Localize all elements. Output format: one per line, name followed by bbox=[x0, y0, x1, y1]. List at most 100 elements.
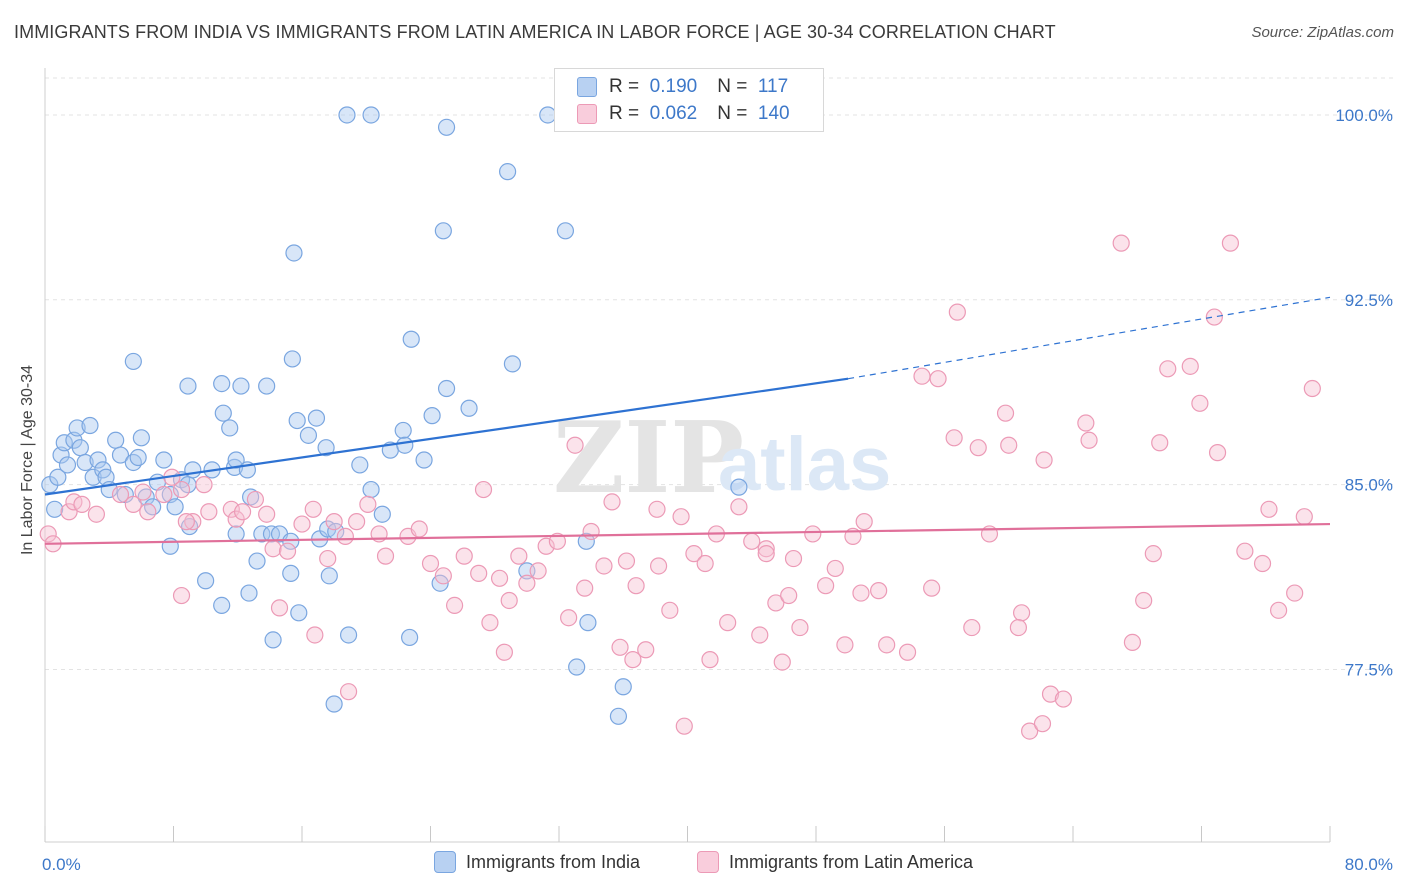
latam-data-point bbox=[172, 480, 191, 499]
chart-title: IMMIGRANTS FROM INDIA VS IMMIGRANTS FROM… bbox=[14, 22, 1056, 42]
latam-data-point bbox=[611, 638, 629, 656]
india-data-point bbox=[253, 525, 271, 543]
correlation-legend: R = 0.190 N = 117 R = 0.062 N = 140 bbox=[554, 68, 824, 132]
latam-data-point bbox=[969, 439, 987, 457]
india-trend-line bbox=[44, 377, 849, 496]
india-data-point bbox=[258, 377, 276, 395]
india-data-point bbox=[49, 468, 67, 486]
latam-data-point bbox=[1009, 618, 1027, 637]
latam-data-point bbox=[421, 554, 440, 573]
latam-data-point bbox=[184, 513, 202, 531]
latam-data-point bbox=[757, 540, 775, 558]
y-tick-label: 92.5% bbox=[1345, 291, 1393, 310]
india-data-point bbox=[81, 416, 99, 435]
latam-data-point bbox=[270, 599, 289, 617]
latam-data-point bbox=[595, 557, 613, 575]
latam-data-point bbox=[852, 584, 870, 602]
india-data-point bbox=[320, 567, 338, 585]
latam-data-point bbox=[1000, 436, 1018, 454]
india-data-point bbox=[283, 350, 301, 368]
latam-data-point bbox=[784, 549, 803, 568]
latam-data-point bbox=[1151, 434, 1169, 452]
latam-data-point bbox=[1295, 508, 1313, 526]
india-data-point bbox=[232, 377, 250, 395]
latam-data-point bbox=[661, 601, 679, 619]
latam-data-point bbox=[1080, 431, 1098, 449]
india-data-point bbox=[221, 419, 239, 437]
latam-data-point bbox=[1303, 379, 1321, 398]
india-data-point bbox=[362, 106, 380, 124]
india-data-point bbox=[460, 399, 478, 417]
india-swatch bbox=[577, 77, 597, 97]
latam-data-point bbox=[278, 542, 297, 560]
latam-data-point bbox=[963, 618, 981, 637]
india-trend-extension bbox=[848, 296, 1331, 380]
latam-r-value: 0.062 bbox=[649, 103, 698, 124]
latam-data-point bbox=[1191, 394, 1209, 412]
latam-data-point bbox=[624, 651, 642, 669]
x-tick-label-min: 0.0% bbox=[42, 855, 81, 874]
india-data-point bbox=[423, 407, 441, 425]
india-data-point bbox=[76, 453, 94, 472]
latam-r-label: R = bbox=[609, 103, 640, 124]
india-data-point bbox=[503, 355, 522, 373]
india-data-point bbox=[58, 456, 77, 474]
india-n-label: N = bbox=[717, 76, 748, 97]
latam-data-point bbox=[836, 636, 854, 654]
watermark-atlas: atlas bbox=[718, 422, 891, 507]
latam-data-point bbox=[743, 532, 761, 550]
india-data-point bbox=[437, 379, 456, 398]
india-r-label: R = bbox=[609, 76, 640, 97]
india-data-point bbox=[71, 439, 89, 457]
india-data-point bbox=[132, 429, 150, 447]
latam-data-point bbox=[1112, 234, 1130, 252]
x-tick-label-max: 80.0% bbox=[1345, 855, 1393, 874]
latam-data-point bbox=[791, 618, 809, 637]
india-data-point bbox=[179, 377, 197, 395]
bottom-india-swatch bbox=[434, 851, 456, 873]
india-data-point bbox=[568, 658, 586, 676]
india-data-point bbox=[614, 678, 632, 696]
india-data-point bbox=[137, 488, 155, 506]
legend-row-india: R = 0.190 N = 117 bbox=[577, 75, 788, 99]
latam-data-point bbox=[1221, 234, 1240, 252]
latam-data-point bbox=[510, 547, 528, 565]
india-data-point bbox=[579, 614, 597, 632]
latam-data-point bbox=[1144, 545, 1162, 563]
latam-data-point bbox=[1205, 308, 1223, 326]
india-data-point bbox=[214, 404, 232, 422]
latam-data-point bbox=[1269, 601, 1288, 619]
india-data-point bbox=[282, 564, 300, 582]
india-data-point bbox=[437, 118, 456, 136]
latam-data-point bbox=[177, 513, 195, 531]
india-data-point bbox=[339, 626, 358, 644]
latam-data-point bbox=[111, 485, 130, 504]
latam-data-point bbox=[200, 503, 218, 521]
india-data-point bbox=[129, 448, 147, 467]
latam-data-point bbox=[780, 586, 798, 605]
latam-n-label: N = bbox=[717, 103, 748, 124]
india-data-point bbox=[299, 426, 318, 444]
india-data-point bbox=[325, 695, 343, 713]
latam-data-point bbox=[627, 577, 645, 595]
latam-data-point bbox=[495, 643, 513, 661]
india-data-point bbox=[111, 446, 130, 464]
bottom-latam-label: Immigrants from Latin America bbox=[729, 851, 974, 872]
latam-data-point bbox=[246, 490, 265, 509]
latam-data-point bbox=[898, 643, 917, 661]
latam-data-point bbox=[913, 367, 931, 385]
india-data-point bbox=[730, 478, 748, 496]
latam-data-point bbox=[304, 500, 322, 518]
latam-data-point bbox=[1208, 444, 1227, 462]
latam-data-point bbox=[945, 429, 963, 447]
latam-data-point bbox=[1021, 722, 1039, 740]
latam-data-point bbox=[1077, 414, 1095, 432]
latam-data-point bbox=[878, 636, 896, 654]
latam-data-point bbox=[325, 513, 343, 531]
india-data-point bbox=[401, 628, 419, 647]
india-data-point bbox=[180, 517, 199, 536]
latam-data-point bbox=[1041, 685, 1060, 703]
india-data-point bbox=[144, 498, 162, 516]
india-data-point bbox=[124, 453, 142, 472]
latam-data-point bbox=[1123, 633, 1142, 651]
